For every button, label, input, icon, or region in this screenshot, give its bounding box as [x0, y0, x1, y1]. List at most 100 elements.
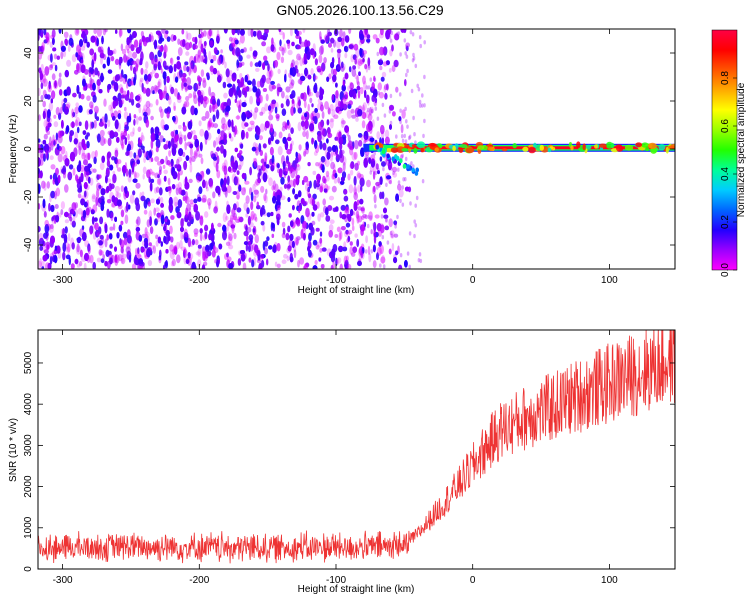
spectrogram-cell — [126, 49, 130, 54]
spectrogram-cell — [86, 254, 91, 263]
spectrogram-cell — [83, 201, 88, 208]
spectrogram-cell — [287, 225, 291, 233]
spectrogram-cell — [136, 248, 141, 256]
colorbar-gradient — [711, 29, 738, 271]
spectrogram-cell — [373, 95, 377, 100]
spectrogram-cell — [83, 262, 87, 269]
spectrogram-cell — [315, 162, 320, 167]
spectrogram-cell — [245, 195, 250, 204]
spectrogram-cell — [320, 156, 326, 163]
spectrogram-cell — [170, 57, 174, 66]
spectrogram-cell — [356, 238, 360, 248]
spectrogram-cell — [298, 144, 302, 151]
spectrogram-cell — [238, 55, 243, 62]
spectrogram-cell — [349, 245, 353, 255]
spectrogram-cell — [404, 156, 408, 162]
spectrogram-cell — [258, 60, 262, 68]
spectrogram-cell — [366, 157, 369, 162]
spectrogram-cell — [64, 158, 70, 167]
spectrogram-cell — [282, 32, 285, 40]
spectrogram-cell — [357, 173, 362, 178]
spectrogram-cell — [332, 74, 337, 83]
spectrogram-cell — [278, 131, 283, 139]
spectrogram-cell — [382, 166, 385, 172]
spectrogram-cell — [253, 195, 257, 203]
spectrogram-cell — [347, 173, 351, 181]
spectrogram-cell — [199, 215, 204, 220]
spectrogram-cell — [234, 39, 239, 45]
carrier-cell — [648, 142, 657, 149]
spectrogram-cell — [373, 75, 376, 82]
spectrogram-cell — [336, 258, 340, 266]
spectrogram-cell — [247, 127, 253, 132]
spectrogram-cell — [273, 59, 279, 68]
spectrogram-cell — [68, 207, 73, 213]
spectrogram-cell — [115, 158, 119, 169]
spectrogram-cell — [120, 185, 124, 192]
spectrogram-cell — [100, 49, 104, 58]
spectrogram-cell — [246, 54, 251, 59]
spectrogram-cell — [43, 133, 48, 140]
spectrogram-cell — [157, 81, 161, 87]
spectrogram-cell — [353, 151, 358, 160]
carrier-cell — [452, 145, 456, 152]
spectrogram-cell — [38, 46, 42, 53]
spectrogram-cell — [195, 211, 201, 221]
spectrogram-cell — [360, 185, 363, 192]
spectrogram-cell — [297, 156, 301, 162]
spectrogram-cell — [353, 185, 357, 195]
spectrogram-cell — [269, 146, 274, 156]
spectrogram-cell — [112, 223, 116, 231]
spectrogram-cell — [112, 95, 117, 102]
spectrogram-cell — [406, 251, 410, 256]
spectrogram-cell — [328, 73, 332, 80]
spectrogram-cell — [183, 231, 189, 242]
spectrogram-cell — [126, 49, 130, 54]
spectrogram-cell — [171, 184, 176, 190]
spectrogram-cell — [143, 209, 148, 215]
spectrogram-cell — [356, 214, 360, 224]
spectrogram-cell — [84, 120, 89, 130]
spectrogram-cell — [237, 51, 241, 57]
spectrogram-cell — [175, 129, 179, 135]
spectrogram-cell — [356, 210, 360, 219]
spectrogram-cell — [331, 145, 337, 152]
spectrogram-cell — [324, 158, 330, 168]
colorbar-label: Normalized spectral amplitude — [736, 82, 747, 217]
spectrogram-cell — [58, 72, 62, 78]
spectrogram-cell — [77, 193, 82, 199]
spectrogram-cell — [244, 87, 248, 92]
spectrogram-cell — [390, 233, 394, 238]
spectrogram-cell — [353, 185, 357, 195]
spectrogram-cell — [116, 192, 122, 199]
spectrogram-cell — [313, 179, 317, 189]
spectrogram-cell — [185, 258, 190, 264]
spectrogram-cell — [42, 89, 47, 97]
spectrogram-cell — [60, 145, 66, 155]
spectrogram-cell — [58, 29, 62, 34]
spectrogram-cell — [207, 120, 211, 131]
spectrogram-cell — [146, 169, 151, 179]
spectrogram-cell — [227, 83, 232, 88]
spectrogram-cell — [326, 29, 331, 38]
spectrogram-cell — [256, 97, 260, 102]
spectrogram-cell — [190, 130, 193, 136]
spectrogram-cell — [163, 43, 167, 53]
spectrogram-cell — [385, 29, 390, 40]
spectrogram-cell — [137, 126, 142, 133]
spectrogram-cell — [284, 160, 290, 167]
spectrogram-cell — [53, 255, 58, 264]
spectrogram-cell — [405, 119, 408, 124]
spectrogram-cell — [216, 29, 220, 37]
spectrogram-cell — [96, 232, 101, 237]
carrier-cell — [665, 146, 669, 154]
spectrogram-cell — [184, 196, 190, 205]
spectrogram-cell — [318, 45, 324, 56]
spectrogram-cell — [122, 231, 128, 239]
spectrogram-cell — [118, 224, 123, 232]
spectrogram-cell — [305, 141, 309, 151]
spectrogram-cell — [42, 78, 48, 87]
spectrogram-cell — [169, 225, 173, 235]
spectrogram-cell — [413, 132, 416, 137]
spectrogram-cell — [185, 100, 190, 108]
